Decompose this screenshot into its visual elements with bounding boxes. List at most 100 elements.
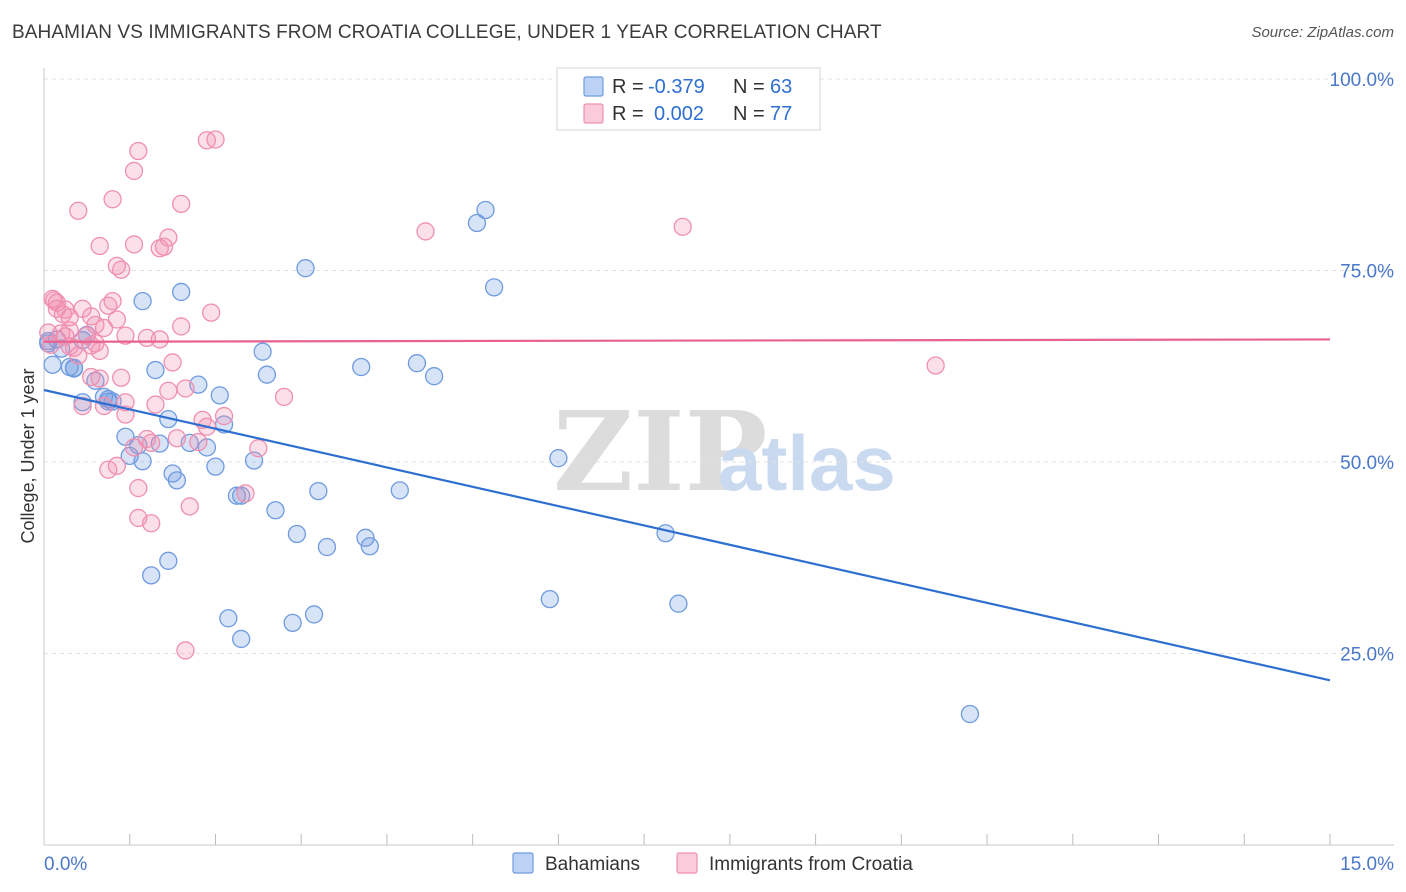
x-axis-ticks — [129, 834, 1331, 845]
trend-lines — [43, 338, 1331, 682]
croatia-point-48 — [112, 260, 131, 279]
bahamians-point-55 — [549, 449, 568, 468]
legend: R = -0.379 N = 63 R = 0.002 N = 77 — [556, 67, 821, 131]
croatia-point-36 — [167, 429, 187, 448]
croatia-point-26 — [107, 456, 127, 475]
bahamians-point-48 — [407, 354, 427, 373]
croatia-point-70 — [112, 368, 131, 387]
bahamians-point-30 — [219, 609, 238, 628]
bahamians-point-49 — [424, 367, 444, 386]
legend-n-value-2: 77 — [770, 103, 792, 125]
bahamians-point-37 — [266, 501, 285, 520]
croatia-point-68 — [47, 293, 67, 312]
croatia-point-76 — [82, 307, 101, 326]
croatia-point-30 — [129, 478, 148, 498]
watermark-atlas: atlas — [718, 419, 896, 507]
bahamians-point-16 — [133, 452, 152, 471]
croatia-point-73 — [116, 326, 135, 345]
bahamians-point-32 — [232, 629, 251, 649]
bahamians-point-50 — [467, 213, 487, 233]
legend-r-value-2: 0.002 — [654, 103, 704, 125]
croatia-point-54 — [159, 228, 178, 247]
bahamians-point-57 — [656, 524, 675, 543]
bottom-legend-swatch-bahamians — [512, 852, 534, 874]
legend-r-value-1: -0.379 — [648, 76, 705, 98]
bahamians-point-56 — [540, 589, 559, 609]
croatia-point-11 — [69, 346, 88, 365]
croatia-point-72 — [86, 334, 105, 353]
croatia-point-46 — [103, 190, 122, 209]
croatia-point-17 — [94, 318, 114, 338]
bahamians-point-17 — [133, 291, 152, 311]
croatia-point-19 — [103, 291, 122, 311]
bahamians-point-41 — [304, 605, 324, 624]
croatia-point-45 — [90, 236, 109, 256]
bahamians-point-40 — [296, 259, 315, 278]
legend-r-label-2: R = — [612, 103, 644, 125]
croatia-point-1 — [41, 335, 61, 354]
watermark-zip: ZIP — [553, 387, 767, 516]
croatia-point-20 — [107, 310, 127, 329]
legend-r-label-1: R = — [612, 76, 644, 98]
croatia-point-8 — [60, 308, 79, 327]
croatia-point-35 — [159, 381, 178, 400]
bahamians-point-23 — [172, 282, 191, 302]
croatia-point-44 — [69, 201, 88, 220]
croatia-point-69 — [60, 321, 79, 340]
legend-swatch-bahamians — [583, 76, 604, 97]
croatia-trend-line — [43, 338, 1331, 343]
bahamians-point-46 — [360, 537, 379, 556]
bahamians-point-36 — [257, 365, 277, 384]
croatia-point-62 — [673, 217, 692, 236]
croatia-point-40 — [189, 432, 208, 452]
croatia-point-61 — [416, 222, 435, 241]
bahamians-point-42 — [309, 481, 328, 501]
bottom-legend-croatia: Immigrants from Croatia — [709, 854, 913, 875]
bahamians-point-47 — [390, 481, 409, 500]
chart-title: BAHAMIAN VS IMMIGRANTS FROM CROATIA COLL… — [12, 22, 882, 43]
croatia-point-24 — [94, 396, 114, 416]
bahamians-point-53 — [142, 566, 161, 585]
bahamians-point-39 — [287, 524, 307, 544]
croatia-point-37 — [172, 317, 191, 336]
croatia-point-63 — [926, 356, 945, 375]
croatia-point-29 — [124, 438, 144, 457]
croatia-point-51 — [129, 141, 148, 161]
legend-swatch-croatia — [583, 103, 604, 124]
y-tick-label-100: 100.0% — [1330, 70, 1395, 91]
bahamians-point-38 — [283, 613, 302, 633]
y-tick-labels: 100.0% 75.0% 50.0% 25.0% — [1330, 70, 1395, 666]
bahamians-point-54 — [159, 551, 178, 570]
bahamians-point-22 — [167, 471, 187, 490]
x-tick-label-min: 0.0% — [44, 854, 87, 875]
y-tick-label-25: 25.0% — [1340, 645, 1394, 666]
croatia-point-38 — [176, 379, 195, 398]
bahamians-point-44 — [352, 357, 371, 377]
legend-n-label-2: N = — [733, 103, 765, 125]
y-tick-label-75: 75.0% — [1340, 262, 1394, 283]
croatia-point-74 — [163, 353, 182, 372]
croatia-point-55 — [172, 194, 191, 214]
bahamians-point-45 — [356, 528, 375, 547]
legend-n-label-1: N = — [733, 76, 765, 98]
bahamians-point-43 — [317, 537, 337, 557]
croatia-point-43 — [202, 303, 221, 322]
croatia-point-22 — [90, 369, 109, 388]
gridlines — [44, 78, 1394, 654]
bahamians-point-18 — [146, 360, 165, 380]
bottom-legend-swatch-croatia — [676, 852, 698, 874]
croatia-point-39 — [180, 497, 199, 516]
x-tick-label-max: 15.0% — [1340, 854, 1394, 875]
bottom-legend-bahamians: Bahamians — [545, 854, 640, 875]
bahamians-point-28 — [210, 386, 229, 405]
croatia-point-34 — [146, 395, 165, 414]
y-tick-label-50: 50.0% — [1340, 453, 1394, 474]
croatia-point-49 — [124, 235, 144, 254]
croatia-point-25 — [99, 460, 118, 479]
croatia-point-53 — [154, 237, 174, 256]
bahamians-trend-line — [43, 388, 1331, 682]
bahamians-point-59 — [960, 704, 980, 724]
bottom-legend: Bahamians Immigrants from Croatia — [512, 852, 913, 875]
legend-n-value-1: 63 — [770, 76, 792, 98]
bahamians-point-1 — [43, 355, 62, 374]
